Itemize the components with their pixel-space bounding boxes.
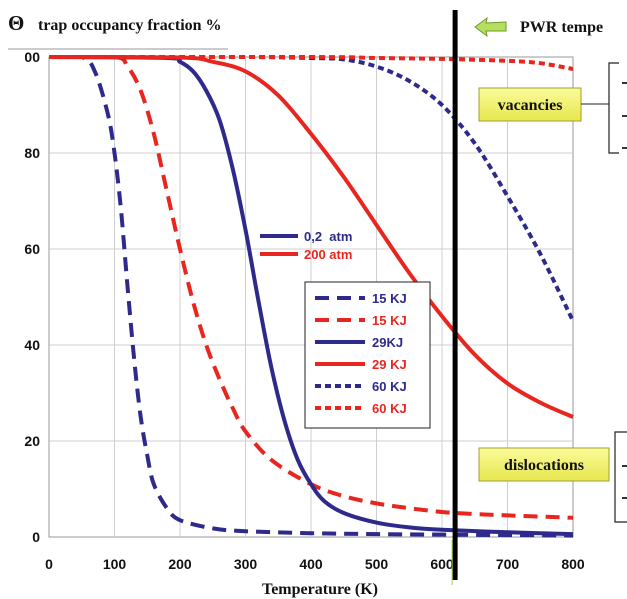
x-tick-label: 500 (365, 556, 389, 572)
y-axis-ticks: 0 20 40 60 80 00 (24, 49, 40, 545)
legend-energy-label-1: 15 KJ (372, 291, 407, 306)
x-tick-label: 400 (299, 556, 323, 572)
pwr-label: PWR tempe (520, 19, 603, 36)
vacancies-equations-cropped (622, 82, 627, 149)
series-line-1 (49, 55, 574, 538)
x-tick-label: 0 (45, 556, 53, 572)
theta-symbol: Θ (8, 11, 24, 35)
dislocations-equations-cropped (622, 465, 627, 499)
data-series (48, 54, 575, 538)
legend-energy-label-5: 60 KJ (372, 379, 407, 394)
series-line-3 (48, 55, 574, 537)
y-tick-label: 20 (24, 433, 40, 449)
y-tick-label: 60 (24, 241, 40, 257)
y-tick-label: 0 (32, 529, 40, 545)
series-line-4 (48, 55, 574, 419)
series-line-6 (49, 54, 574, 71)
x-tick-label: 800 (561, 556, 585, 572)
x-tick-label: 300 (234, 556, 258, 572)
y-tick-label: 00 (24, 49, 40, 65)
x-tick-label: 200 (168, 556, 192, 572)
x-tick-label: 100 (103, 556, 127, 572)
y-tick-label: 40 (24, 337, 40, 353)
legend-energy-label-4: 29 KJ (372, 357, 407, 372)
chart-title: trap occupancy fraction % (38, 17, 222, 34)
series-line-2 (49, 54, 574, 520)
legend-pressure-low-label: 0,2 atm (304, 229, 352, 244)
vacancies-bracket (608, 62, 619, 154)
dislocations-box (478, 447, 610, 482)
energy-legend-frame (304, 281, 431, 429)
energy-legend: 15 KJ 15 KJ 29KJ 29 KJ 60 KJ 60 KJ (304, 281, 431, 429)
legend-energy-label-6: 60 KJ (372, 401, 407, 416)
legend-energy-label-2: 15 KJ (372, 313, 407, 328)
x-axis-ticks: 0 100 200 300 400 500 600 700 800 (45, 556, 585, 572)
vacancies-label: vacancies (498, 97, 563, 114)
x-axis-label: Temperature (K) (262, 581, 378, 598)
dislocations-bracket (614, 431, 627, 523)
pressure-legend: 0,2 atm 200 atm (260, 229, 352, 262)
x-tick-label: 700 (496, 556, 520, 572)
legend-energy-label-3: 29KJ (372, 335, 403, 350)
arrow-icon (474, 16, 507, 38)
dislocations-label: dislocations (504, 457, 584, 474)
y-tick-label: 80 (24, 145, 40, 161)
legend-pressure-high-label: 200 atm (304, 247, 352, 262)
x-tick-label: 600 (430, 556, 454, 572)
